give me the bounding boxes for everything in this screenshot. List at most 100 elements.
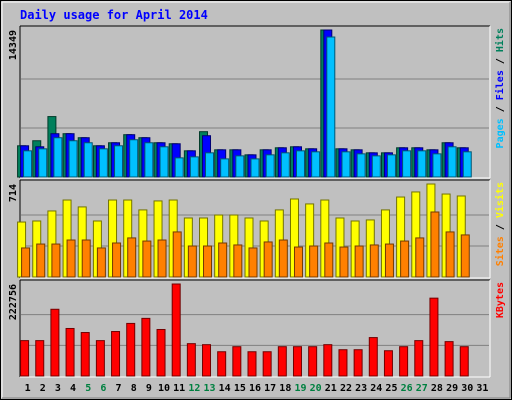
x-tick-label: 6 [100, 383, 106, 394]
x-tick-label: 13 [203, 383, 215, 394]
bar [354, 245, 364, 278]
bar [459, 346, 469, 377]
bar [295, 150, 305, 178]
bar [280, 152, 290, 178]
bar [263, 241, 273, 278]
bar [232, 346, 242, 377]
legend-entry: Hits [494, 28, 506, 52]
bar [278, 239, 288, 278]
bar [402, 150, 412, 178]
bar [53, 137, 63, 178]
bar [323, 344, 333, 377]
x-tick-label: 15 [234, 383, 246, 394]
bar [202, 344, 212, 377]
bar [38, 148, 48, 178]
bar [462, 151, 472, 178]
x-tick-label: 4 [70, 383, 76, 394]
bar [96, 247, 106, 278]
bar [127, 237, 137, 278]
x-tick-label: 22 [340, 383, 352, 394]
y-tick-label: 714 [8, 184, 19, 202]
bar [460, 234, 470, 278]
x-tick-label: 14 [219, 383, 231, 394]
x-tick-label: 11 [173, 383, 185, 394]
bar [277, 346, 287, 377]
bar [141, 317, 151, 377]
x-tick-label: 24 [370, 383, 382, 394]
x-tick-label: 8 [131, 383, 137, 394]
bar [235, 155, 245, 178]
bar [293, 246, 303, 278]
bar [142, 240, 152, 278]
bar [432, 153, 442, 178]
bar [247, 351, 257, 377]
x-tick-label: 10 [158, 383, 170, 394]
x-tick-label: 5 [85, 383, 91, 394]
bar [250, 158, 260, 178]
bar [384, 243, 394, 278]
bar [353, 349, 363, 377]
bar [339, 246, 349, 278]
bar [233, 244, 243, 278]
bar [308, 346, 318, 377]
bar [129, 139, 139, 178]
bar [144, 142, 154, 178]
legend-entry: Visits [494, 182, 506, 218]
bar [415, 237, 425, 278]
legend-separator: / [495, 100, 506, 118]
x-tick-label: 3 [55, 383, 61, 394]
bar [36, 243, 46, 278]
bar [414, 340, 424, 377]
bar [80, 332, 90, 377]
bar [65, 327, 75, 377]
bar [174, 157, 184, 178]
bar [262, 351, 272, 377]
bar [21, 247, 31, 278]
y-tick-label: 14349 [8, 30, 19, 60]
bar [50, 308, 60, 377]
bar [157, 239, 167, 278]
x-tick-label: 23 [355, 383, 367, 394]
bar [172, 231, 182, 278]
bar [445, 231, 455, 278]
bar [66, 239, 76, 278]
x-tick-label: 31 [476, 383, 488, 394]
bar [98, 148, 108, 178]
bar [430, 211, 440, 278]
bar [218, 242, 228, 278]
bar [338, 349, 348, 377]
bar [371, 155, 381, 178]
bar [248, 247, 258, 278]
x-tick-label: 30 [461, 383, 473, 394]
x-tick-label: 2 [40, 383, 46, 394]
y-tick-label: 222756 [8, 284, 19, 320]
legend-separator: / [495, 218, 506, 236]
bar [114, 145, 124, 178]
legend: Pages / Files / Hits [494, 28, 506, 148]
bar [112, 242, 122, 278]
bar [95, 340, 105, 377]
bar [189, 156, 199, 178]
x-tick-label: 20 [310, 383, 322, 394]
legend-entry: Pages [495, 118, 506, 148]
x-tick-label: 18 [279, 383, 291, 394]
x-tick-label: 21 [325, 383, 337, 394]
bar [341, 151, 351, 178]
bar [186, 343, 196, 377]
bar [205, 152, 215, 178]
bar [324, 242, 334, 278]
x-tick-label: 9 [146, 383, 152, 394]
bar [447, 146, 457, 178]
x-tick-label: 17 [264, 383, 276, 394]
bar [23, 150, 33, 178]
bar [369, 244, 379, 278]
bar [400, 240, 410, 278]
bar [159, 146, 169, 178]
bar [399, 346, 409, 377]
bar [81, 239, 91, 278]
legend: KBytes [495, 282, 506, 318]
bar [126, 322, 136, 377]
bar [68, 140, 78, 178]
bar [187, 245, 197, 278]
